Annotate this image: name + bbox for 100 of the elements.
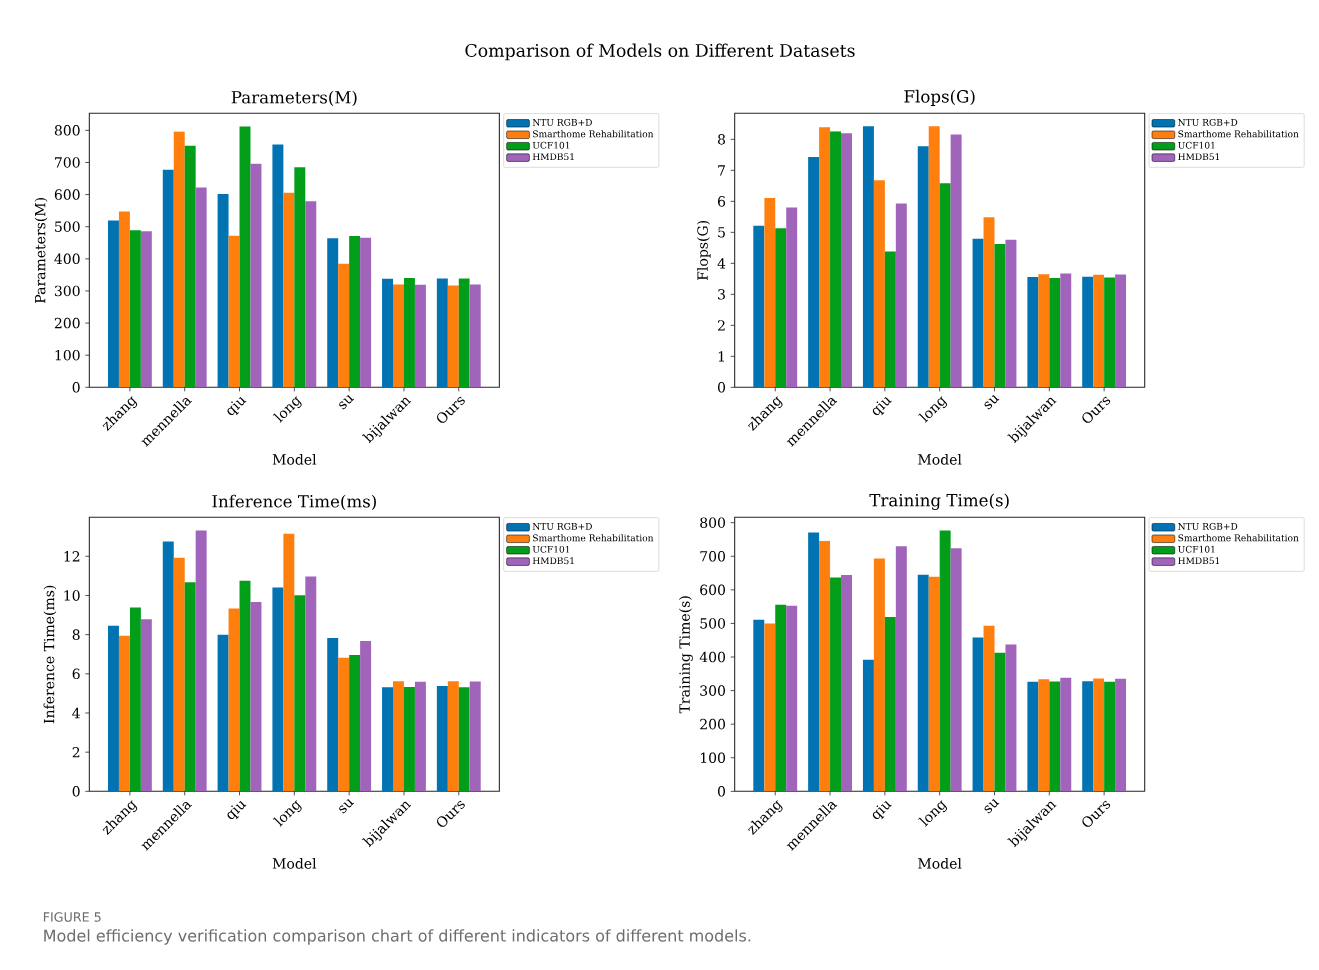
y-tick-label: 500 xyxy=(55,221,80,232)
bar xyxy=(283,533,295,792)
bar xyxy=(107,625,119,792)
y-tick-label: 0 xyxy=(72,786,80,797)
legend-label: Smarthome Rehabilitation xyxy=(1178,130,1299,138)
bar xyxy=(414,681,426,792)
bar xyxy=(939,530,951,792)
bar xyxy=(753,225,765,388)
bar xyxy=(928,126,940,388)
chart-title: Inference Time(ms) xyxy=(212,494,376,510)
bar xyxy=(808,532,820,792)
y-tick-label: 0 xyxy=(717,382,726,393)
x-axis-title: Model xyxy=(918,857,962,869)
bar xyxy=(228,608,240,792)
legend-label: HMDB51 xyxy=(532,557,574,565)
bar xyxy=(195,187,207,388)
bar xyxy=(294,167,306,388)
y-tick-label: 2 xyxy=(72,746,80,758)
bar xyxy=(862,659,874,792)
bar xyxy=(1038,679,1050,792)
text: Comparison of Models on Different Datasets xyxy=(465,43,855,61)
bar xyxy=(250,163,262,388)
bar xyxy=(349,655,361,792)
x-tick-label: qiu xyxy=(872,396,892,416)
y-tick-label: 600 xyxy=(54,189,80,200)
bar xyxy=(917,146,929,388)
bar xyxy=(184,145,196,388)
bar xyxy=(250,601,262,792)
y-tick-label: 400 xyxy=(54,253,80,265)
bar xyxy=(129,230,141,388)
legend-label: UCF101 xyxy=(1178,141,1215,149)
bar xyxy=(1027,276,1039,388)
bar xyxy=(393,284,404,388)
bar xyxy=(1049,681,1061,792)
x-tick-label: qiu xyxy=(872,800,892,820)
y-tick-label: 0 xyxy=(72,382,80,393)
x-axis-title: Model xyxy=(918,453,962,465)
x-tick-label: su xyxy=(984,798,1000,814)
bar xyxy=(873,180,885,388)
bar xyxy=(917,574,929,792)
y-tick-label: 300 xyxy=(700,685,726,696)
bar xyxy=(862,126,874,388)
legend-label: NTU RGB+D xyxy=(532,522,592,530)
y-tick-label: 100 xyxy=(55,349,80,361)
legend-label: Smarthome Rehabilitation xyxy=(533,130,654,138)
bar xyxy=(338,657,350,792)
bar xyxy=(195,530,207,792)
bar xyxy=(173,131,185,388)
x-tick-label: su xyxy=(339,394,355,410)
bar xyxy=(403,278,415,388)
y-tick-label: 200 xyxy=(54,317,80,329)
bar xyxy=(808,157,820,388)
bar xyxy=(1115,678,1127,792)
y-tick-label: 4 xyxy=(717,258,726,269)
y-tick-label: 6 xyxy=(72,668,80,680)
bar xyxy=(272,587,284,792)
bar xyxy=(327,637,339,792)
y-tick-label: 8 xyxy=(72,629,80,640)
y-tick-label: 8 xyxy=(718,134,726,145)
x-tick-label: su xyxy=(984,394,1000,410)
bar xyxy=(764,623,776,792)
bar xyxy=(1027,681,1039,792)
y-tick-label: 800 xyxy=(54,125,80,136)
bar xyxy=(393,681,404,792)
bar xyxy=(382,687,394,792)
bar xyxy=(1115,274,1127,388)
bar xyxy=(107,220,119,388)
bar xyxy=(983,625,995,792)
bar xyxy=(162,169,174,388)
legend-label: Smarthome Rehabilitation xyxy=(533,534,654,542)
bar xyxy=(327,238,339,388)
y-tick-label: 4 xyxy=(72,707,80,719)
bar xyxy=(830,577,842,792)
bar xyxy=(972,637,984,792)
bar xyxy=(1038,274,1050,388)
y-tick-label: 3 xyxy=(718,289,725,300)
bar xyxy=(140,231,152,388)
bar xyxy=(118,211,130,388)
bar xyxy=(349,236,361,388)
legend-label: NTU RGB+D xyxy=(532,118,592,126)
y-tick-label: 700 xyxy=(700,550,726,562)
bar xyxy=(841,133,852,388)
y-axis-title: Flops(G) xyxy=(697,221,711,280)
x-axis-title: Model xyxy=(272,857,317,869)
legend-label: UCF101 xyxy=(1178,545,1215,553)
bar xyxy=(228,235,240,388)
bar xyxy=(775,228,787,388)
chart-title: Parameters(M) xyxy=(231,90,357,106)
y-tick-label: 800 xyxy=(700,517,726,528)
bar xyxy=(382,278,394,388)
text: Model efficiency verification comparison chart of different indicators of different models. xyxy=(44,929,751,945)
legend-label: UCF101 xyxy=(532,141,570,149)
bar xyxy=(950,548,962,792)
bar xyxy=(469,681,481,792)
y-tick-label: 0 xyxy=(717,786,726,797)
y-tick-label: 7 xyxy=(718,165,725,176)
bar xyxy=(447,285,459,388)
bar xyxy=(272,144,284,388)
bar xyxy=(819,127,831,388)
bar xyxy=(786,605,798,792)
